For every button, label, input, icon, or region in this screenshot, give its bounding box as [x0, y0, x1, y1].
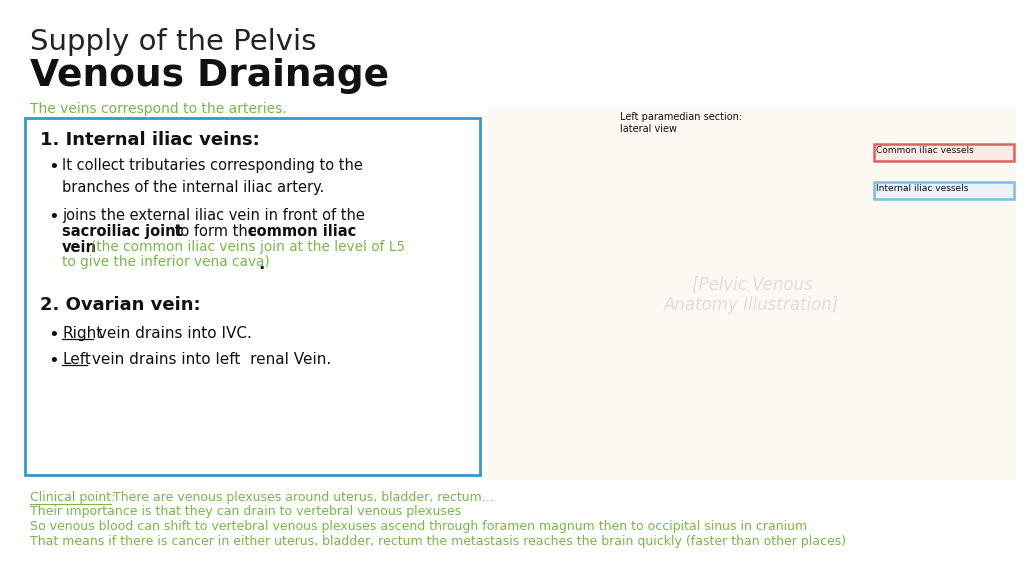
Text: Their importance is that they can drain to vertebral venous plexuses: Their importance is that they can drain …	[30, 506, 461, 518]
Text: (the common iliac veins join at the level of L5: (the common iliac veins join at the leve…	[91, 240, 406, 254]
Text: So venous blood can shift to vertebral venous plexuses ascend through foramen ma: So venous blood can shift to vertebral v…	[30, 520, 807, 533]
FancyBboxPatch shape	[488, 108, 1016, 480]
Text: .: .	[258, 255, 264, 273]
Text: That means if there is cancer in either uterus, bladder, rectum the metastasis r: That means if there is cancer in either …	[30, 535, 846, 548]
Text: Venous Drainage: Venous Drainage	[30, 58, 389, 94]
Text: Left: Left	[62, 352, 91, 367]
Text: to form the: to form the	[170, 224, 261, 239]
Text: Internal iliac vessels: Internal iliac vessels	[876, 184, 969, 193]
Text: •: •	[48, 158, 58, 176]
Text: common iliac: common iliac	[248, 224, 356, 239]
FancyBboxPatch shape	[874, 144, 1014, 161]
FancyBboxPatch shape	[874, 182, 1014, 199]
Text: The veins correspond to the arteries.: The veins correspond to the arteries.	[30, 102, 287, 116]
Text: There are venous plexuses around uterus, bladder, rectum...: There are venous plexuses around uterus,…	[113, 491, 494, 504]
Text: 1. Internal iliac veins:: 1. Internal iliac veins:	[40, 131, 260, 149]
Text: sacroiliac joint: sacroiliac joint	[62, 224, 182, 239]
Text: •: •	[48, 326, 58, 344]
Text: Common iliac vessels: Common iliac vessels	[876, 146, 974, 155]
Text: •: •	[48, 352, 58, 370]
Text: Left paramedian section:
lateral view: Left paramedian section: lateral view	[620, 112, 742, 134]
Text: Supply of the Pelvis: Supply of the Pelvis	[30, 28, 316, 56]
Text: vein drains into IVC.: vein drains into IVC.	[93, 326, 252, 341]
Text: Clinical point:: Clinical point:	[30, 491, 116, 504]
Text: vein: vein	[62, 240, 97, 255]
Text: to give the inferior vena cava): to give the inferior vena cava)	[62, 255, 269, 269]
Text: 2. Ovarian vein:: 2. Ovarian vein:	[40, 296, 201, 314]
Text: joins the external iliac vein in front of the: joins the external iliac vein in front o…	[62, 208, 365, 223]
Text: It collect tributaries corresponding to the
branches of the internal iliac arter: It collect tributaries corresponding to …	[62, 158, 362, 195]
Text: •: •	[48, 208, 58, 226]
Text: Right: Right	[62, 326, 102, 341]
FancyBboxPatch shape	[25, 118, 480, 475]
Text: [Pelvic Venous
Anatomy Illustration]: [Pelvic Venous Anatomy Illustration]	[665, 275, 840, 314]
Text: vein drains into left  renal Vein.: vein drains into left renal Vein.	[87, 352, 331, 367]
